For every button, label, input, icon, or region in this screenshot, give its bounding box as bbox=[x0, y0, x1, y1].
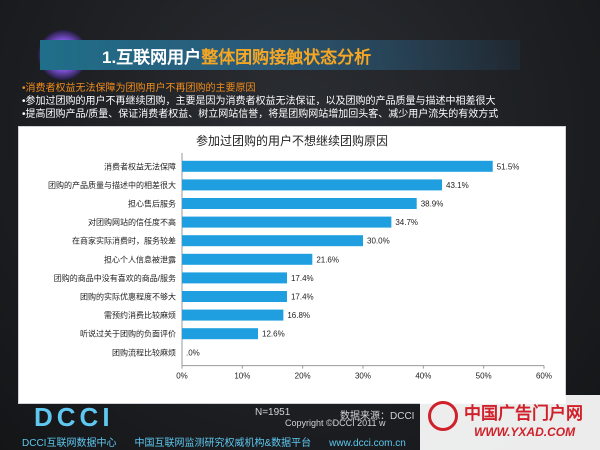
value-label: 34.7% bbox=[395, 218, 418, 227]
category-label: 对团购网站的信任度不高 bbox=[88, 217, 176, 227]
value-label: 17.4% bbox=[291, 274, 314, 283]
sample-size: N=1951 bbox=[255, 407, 291, 418]
value-label: 51.5% bbox=[497, 162, 520, 171]
watermark-url: WWW.YXAD.COM bbox=[474, 425, 576, 439]
x-tick-label: 40% bbox=[415, 372, 431, 381]
category-label: 团购的实际优惠程度不够大 bbox=[80, 292, 176, 302]
dcci-logo: DCCI bbox=[34, 402, 114, 432]
page-title: 1.互联网用户整体团购接触状态分析 bbox=[102, 43, 371, 68]
x-tick-label: 10% bbox=[234, 372, 250, 381]
bar bbox=[182, 179, 443, 191]
bar bbox=[182, 198, 417, 209]
header-bar bbox=[40, 40, 520, 70]
footer-links: DCCI互联网数据中心 中国互联网监测研究权威机构&数据平台 www.dcci.co… bbox=[22, 434, 424, 449]
category-label: 听说过关于团购的负面评价 bbox=[80, 329, 176, 339]
value-label: .0% bbox=[186, 348, 200, 357]
bar bbox=[182, 235, 363, 247]
category-label: 担心售后服务 bbox=[128, 199, 176, 209]
bar bbox=[182, 328, 259, 340]
chart-panel: 参加过团购的用户不想继续团购原因消费者权益无法保障 51.5% 团购的产品质量与描述… bbox=[18, 126, 566, 404]
x-tick-label: 60% bbox=[536, 372, 552, 381]
category-label: 需预约消费比较麻烦 bbox=[104, 310, 176, 320]
category-label: 团购的商品中没有喜欢的商品/服务 bbox=[54, 273, 176, 283]
bar bbox=[182, 309, 284, 321]
value-label: 30.0% bbox=[367, 237, 390, 246]
watermark-logo-icon bbox=[428, 401, 458, 431]
value-label: 38.9% bbox=[421, 200, 444, 209]
value-label: 16.8% bbox=[287, 311, 310, 320]
footer-link-2[interactable]: 中国互联网监测研究权威机构&数据平台 bbox=[134, 438, 312, 449]
key-findings: •消费者权益无法保障为团购用户不再团购的主要原因 •参加过团购的用户不再继续团购… bbox=[22, 82, 498, 121]
chart-title: 参加过团购的用户不想继续团购原因 bbox=[196, 133, 388, 148]
value-label: 12.6% bbox=[262, 330, 285, 339]
value-label: 43.1% bbox=[446, 181, 469, 190]
category-label: 担心个人信息被泄露 bbox=[104, 254, 176, 264]
watermark-name: 中国广告门户网 bbox=[464, 404, 583, 424]
value-label: 21.6% bbox=[316, 255, 339, 264]
footer-link-3[interactable]: www.dcci.com.cn bbox=[329, 438, 406, 449]
bar bbox=[182, 291, 287, 302]
title-highlight: 整体团购接触状态分析 bbox=[201, 48, 372, 67]
data-source: 数据来源：DCCI bbox=[340, 411, 415, 422]
bar bbox=[182, 160, 493, 172]
finding-2: •参加过团购的用户不再继续团购，主要是因为消费者权益无法保证，以及团购的产品质量… bbox=[22, 96, 496, 107]
bar bbox=[182, 253, 313, 265]
category-label: 团购流程比较麻烦 bbox=[112, 347, 176, 357]
category-label: 消费者权益无法保障 bbox=[104, 161, 176, 171]
value-label: 17.4% bbox=[291, 293, 314, 302]
copyright: Copyright ©DCCI 2011 w bbox=[285, 418, 386, 428]
footer-link-1[interactable]: DCCI互联网数据中心 bbox=[22, 438, 117, 449]
finding-1: •消费者权益无法保障为团购用户不再团购的主要原因 bbox=[22, 83, 256, 94]
category-label: 团购的产品质量与描述中的相差很大 bbox=[48, 180, 176, 190]
x-tick-label: 50% bbox=[476, 372, 492, 381]
title-prefix: 1.互联网用户 bbox=[102, 48, 202, 67]
bar bbox=[182, 216, 392, 228]
x-tick-label: 0% bbox=[176, 372, 188, 381]
category-label: 在商家实际消费时，服务较差 bbox=[72, 236, 176, 246]
bar bbox=[182, 272, 287, 284]
x-tick-label: 20% bbox=[295, 372, 311, 381]
finding-3: •提高团购产品/质量、保证消费者权益、树立网站信誉，将是团购网站增加回头客、减少… bbox=[22, 109, 499, 120]
watermark: 中国广告门户网 WWW.YXAD.COM bbox=[420, 395, 600, 450]
x-tick-label: 30% bbox=[355, 372, 371, 381]
